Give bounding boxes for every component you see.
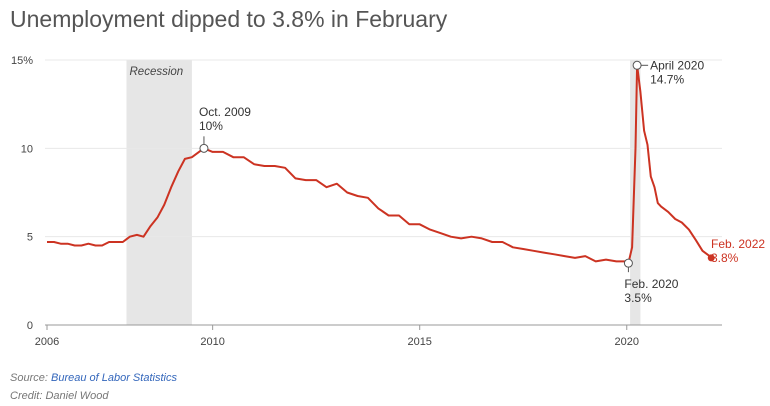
x-tick-label: 2010 [200,336,224,348]
annotation-marker [199,143,209,153]
annotation-label: Feb. 2020 [624,277,678,291]
annotation-label: 10% [199,119,223,133]
series-layer [47,64,712,265]
end-point-marker [707,254,715,262]
shaded-regions: Recession [126,60,641,325]
y-tick-label: 15% [11,55,33,67]
x-tick-label: 2015 [407,336,431,348]
y-tick-label: 5 [27,232,33,244]
recession-band [630,60,641,325]
recession-label: Recession [130,66,184,78]
page-title: Unemployment dipped to 3.8% in February [10,6,448,32]
y-tick-label: 0 [27,320,33,332]
annotation-label: Oct. 2009 [199,105,251,119]
axes: 0 5 10 15% 2006 2010 2015 2020 [11,55,639,348]
x-tick-label: 2006 [35,336,59,348]
gridlines [45,59,722,326]
source-link[interactable]: Bureau of Labor Statistics [50,372,177,384]
annotation-marker [632,60,642,70]
source-label: Source: [10,372,48,384]
x-tick-label: 2020 [615,336,639,348]
unemployment-line [47,64,712,265]
y-tick-label: 10 [21,143,33,155]
annotation-label: 3.5% [624,291,652,305]
annotation-label: 3.8% [711,251,739,265]
credit-note: Credit: Daniel Wood [10,390,109,402]
unemployment-line-chart: Recession 0 5 10 15% 2006 2010 2015 2020 Oct. 2… [11,55,765,348]
annotation-label: April 2020 [650,58,704,72]
annotation-marker [623,258,633,268]
annotation-label: Feb. 2022 [711,237,765,251]
annotation-label: 14.7% [650,72,684,86]
recession-band [126,60,192,325]
source-note: Source: Bureau of Labor Statistics [10,372,177,384]
